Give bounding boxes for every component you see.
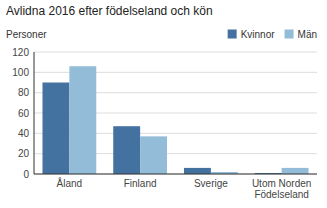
bar — [69, 66, 96, 174]
y-axis — [34, 52, 35, 174]
chart: Avlidna 2016 efter födelseland och kön Pe… — [0, 0, 327, 208]
x-axis — [34, 174, 317, 175]
y-tick-label: 60 — [18, 108, 30, 119]
legend-swatch — [285, 30, 294, 39]
bar — [184, 168, 211, 174]
x-tick-label: Åland — [57, 177, 83, 189]
bar — [282, 168, 309, 174]
bar — [113, 126, 140, 174]
bar — [140, 136, 167, 174]
legend-label: Kvinnor — [241, 29, 276, 40]
chart-container: Avlidna 2016 efter födelseland och kön Pe… — [0, 0, 327, 208]
bar — [42, 83, 69, 175]
x-tick-label: Finland — [124, 178, 157, 189]
legend: Kvinnor Män — [228, 29, 317, 40]
x-tick-label: Sverige — [194, 178, 228, 189]
y-tick-label: 0 — [23, 169, 29, 180]
grid-line — [34, 52, 317, 53]
y-tick-label: 100 — [12, 67, 29, 78]
bars — [42, 66, 308, 174]
legend-label: Män — [298, 29, 317, 40]
legend-swatch — [228, 30, 237, 39]
y-tick-label: 80 — [18, 87, 30, 98]
grid-line — [34, 174, 317, 175]
y-tick-label: 40 — [18, 128, 30, 139]
y-tick-label: 120 — [12, 47, 29, 58]
title: Avlidna 2016 efter födelseland och kön — [6, 4, 213, 18]
x-tick-label: Utom NordenFödelseland — [252, 178, 311, 200]
y-tick-label: 20 — [18, 148, 30, 159]
y-label: Personer — [6, 29, 47, 40]
